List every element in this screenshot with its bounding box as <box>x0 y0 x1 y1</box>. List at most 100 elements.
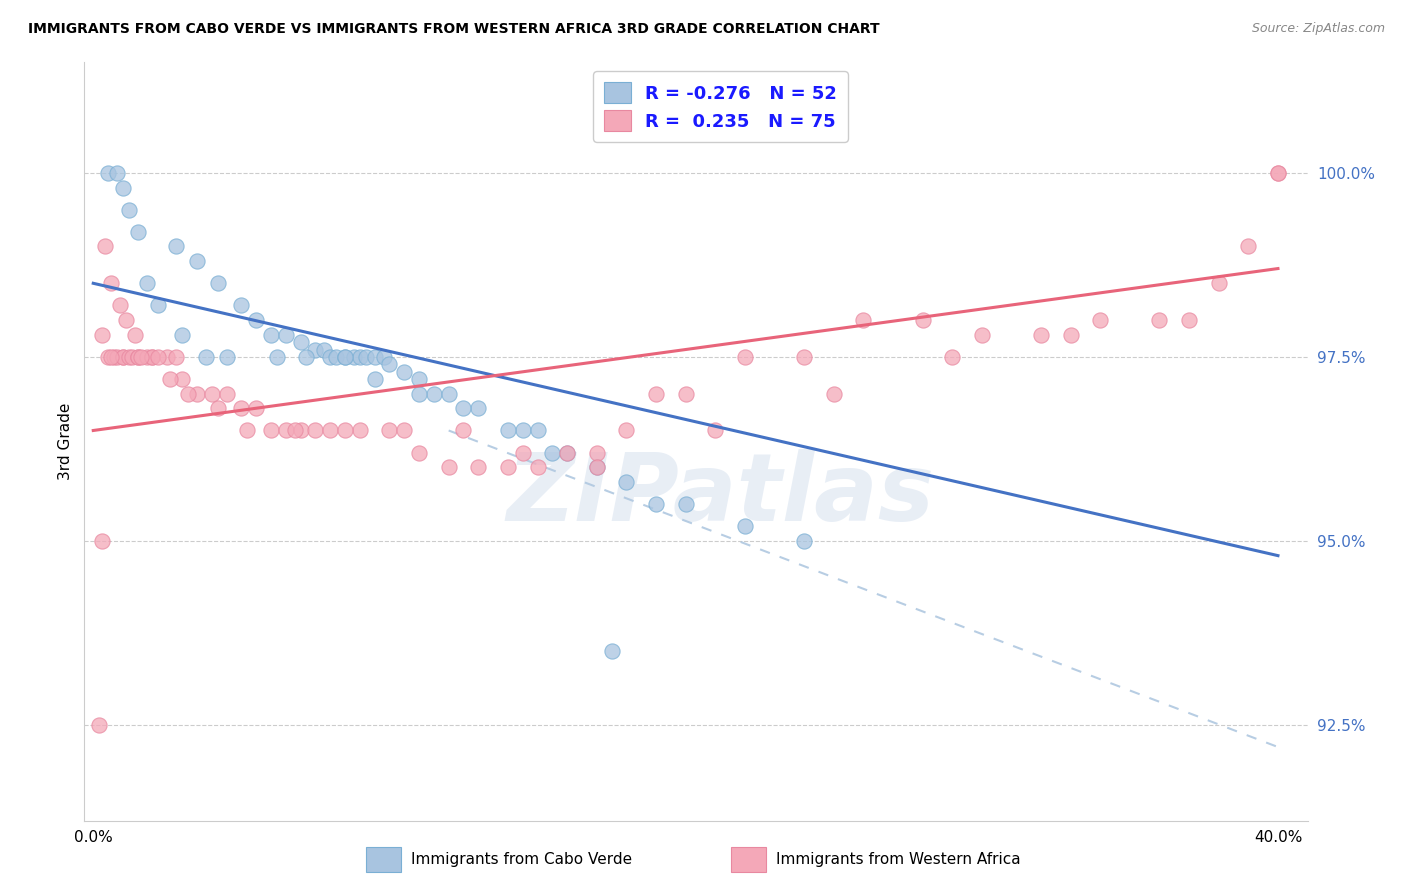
Point <box>159 372 181 386</box>
Text: Immigrants from Cabo Verde: Immigrants from Cabo Verde <box>411 853 631 867</box>
Point <box>100 350 122 364</box>
Point <box>378 424 401 438</box>
Point <box>127 350 149 364</box>
Point <box>141 350 163 364</box>
Point <box>1237 239 1260 253</box>
Point <box>467 401 489 416</box>
Point <box>135 350 157 364</box>
Point <box>600 644 623 658</box>
Point <box>526 424 548 438</box>
Point <box>541 445 564 459</box>
Point <box>118 202 141 217</box>
Point <box>141 350 163 364</box>
Point <box>100 277 122 291</box>
Point <box>177 386 200 401</box>
Point <box>512 424 534 438</box>
Point <box>704 424 727 438</box>
Point <box>363 350 385 364</box>
Point <box>295 350 318 364</box>
Point <box>437 386 460 401</box>
Point <box>911 313 934 327</box>
Point <box>614 424 637 438</box>
Point <box>408 386 430 401</box>
Point <box>496 424 519 438</box>
Point <box>343 350 366 364</box>
Point <box>111 180 134 194</box>
Point <box>437 460 460 475</box>
Point <box>97 350 120 364</box>
Point <box>363 372 385 386</box>
Point <box>512 445 534 459</box>
Point <box>207 277 229 291</box>
Point <box>105 166 128 180</box>
Point <box>304 343 326 357</box>
Point <box>823 386 845 401</box>
Point <box>111 350 134 364</box>
Point <box>266 350 288 364</box>
Point <box>1267 166 1289 180</box>
Point <box>614 475 637 489</box>
Point <box>319 350 342 364</box>
Point <box>260 424 283 438</box>
Point <box>1178 313 1201 327</box>
Point <box>333 424 356 438</box>
Point <box>675 497 697 511</box>
Point <box>349 350 371 364</box>
Text: IMMIGRANTS FROM CABO VERDE VS IMMIGRANTS FROM WESTERN AFRICA 3RD GRADE CORRELATI: IMMIGRANTS FROM CABO VERDE VS IMMIGRANTS… <box>28 22 880 37</box>
Point <box>245 313 267 327</box>
Point <box>453 401 475 416</box>
Point <box>207 401 229 416</box>
Point <box>111 350 134 364</box>
Point <box>274 424 297 438</box>
Point <box>156 350 179 364</box>
Point <box>585 460 607 475</box>
Point <box>129 350 152 364</box>
Legend: R = -0.276   N = 52, R =  0.235   N = 75: R = -0.276 N = 52, R = 0.235 N = 75 <box>593 71 848 142</box>
Point <box>734 350 756 364</box>
Point <box>165 239 187 253</box>
Point <box>852 313 875 327</box>
Point <box>1090 313 1112 327</box>
Point <box>453 424 475 438</box>
Text: Source: ZipAtlas.com: Source: ZipAtlas.com <box>1251 22 1385 36</box>
Point <box>148 350 170 364</box>
Point <box>408 372 430 386</box>
Point <box>378 357 401 371</box>
Point <box>284 424 307 438</box>
Point <box>941 350 963 364</box>
Point <box>373 350 395 364</box>
Point <box>970 327 993 342</box>
Point <box>1029 327 1052 342</box>
Point <box>1149 313 1171 327</box>
Point <box>290 335 312 350</box>
Point <box>314 343 336 357</box>
Point <box>290 424 312 438</box>
Y-axis label: 3rd Grade: 3rd Grade <box>58 403 73 480</box>
Point <box>194 350 217 364</box>
Point <box>172 327 194 342</box>
Point <box>215 386 238 401</box>
Point <box>1267 166 1289 180</box>
Point <box>333 350 356 364</box>
Point <box>325 350 347 364</box>
Point <box>645 497 668 511</box>
Point <box>1208 277 1230 291</box>
Point <box>793 350 815 364</box>
Point <box>231 298 253 312</box>
Point <box>585 445 607 459</box>
Point <box>734 519 756 533</box>
Point <box>105 350 128 364</box>
Point <box>114 313 136 327</box>
Point <box>408 445 430 459</box>
Point <box>585 460 607 475</box>
Point <box>148 298 170 312</box>
Point <box>645 386 668 401</box>
Point <box>186 254 208 268</box>
Point <box>496 460 519 475</box>
Point <box>349 424 371 438</box>
Point <box>121 350 143 364</box>
Point <box>124 327 146 342</box>
Point <box>793 533 815 548</box>
Point <box>1059 327 1081 342</box>
Point <box>245 401 267 416</box>
